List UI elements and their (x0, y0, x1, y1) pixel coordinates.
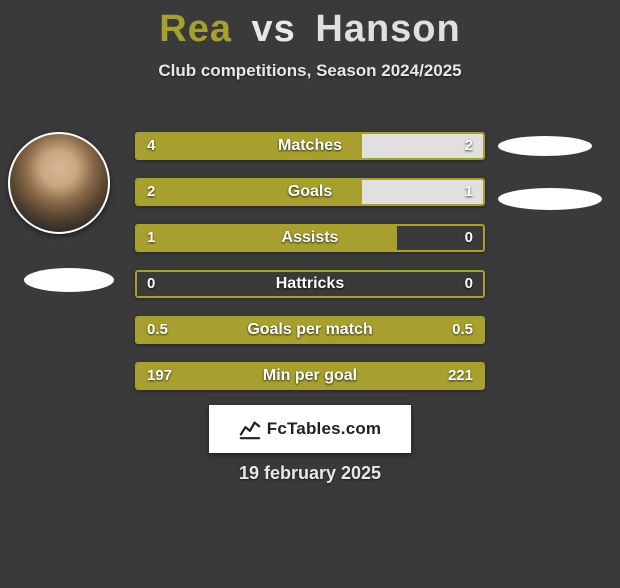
stat-label: Matches (137, 134, 483, 158)
stat-row: 00Hattricks (135, 270, 485, 298)
stat-row: 0.50.5Goals per match (135, 316, 485, 344)
comparison-bars: 42Matches 21Goals 10Assists 00Hattricks 0.50… (135, 132, 485, 408)
stat-row: 42Matches (135, 132, 485, 160)
player2-avatar-oval (498, 136, 592, 156)
date-text: 19 february 2025 (0, 463, 620, 484)
title-player1: Rea (159, 8, 232, 50)
player1-avatar (8, 132, 110, 234)
branding-badge: FcTables.com (209, 405, 411, 453)
stat-row: 197221Min per goal (135, 362, 485, 390)
page-title: Rea vs Hanson (0, 8, 620, 51)
stat-row: 10Assists (135, 224, 485, 252)
branding-text: FcTables.com (267, 419, 382, 439)
title-vs: vs (252, 8, 296, 50)
player2-shadow-oval (498, 188, 602, 210)
stat-row: 21Goals (135, 178, 485, 206)
stat-label: Hattricks (137, 272, 483, 296)
stat-label: Assists (137, 226, 483, 250)
stat-label: Min per goal (137, 364, 483, 388)
branding-logo-icon (239, 418, 261, 440)
stat-label: Goals per match (137, 318, 483, 342)
stat-label: Goals (137, 180, 483, 204)
player1-shadow-oval (24, 268, 114, 292)
subtitle: Club competitions, Season 2024/2025 (0, 61, 620, 81)
title-player2: Hanson (315, 8, 460, 50)
